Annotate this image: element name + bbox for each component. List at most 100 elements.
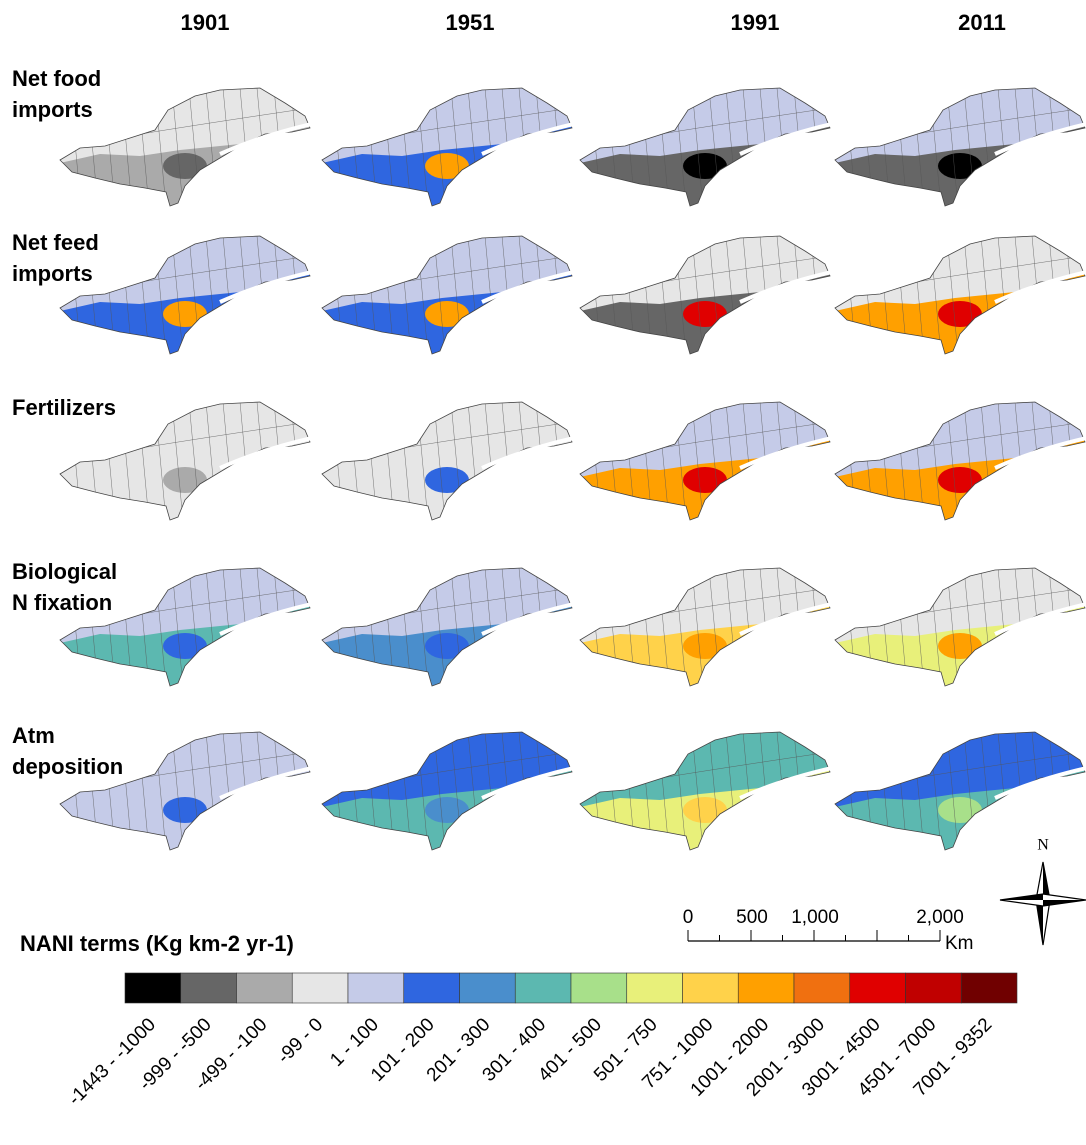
legend-swatch	[237, 973, 293, 1003]
map-regions	[580, 732, 830, 862]
core-region	[938, 797, 982, 823]
scale-label: 1,000	[791, 907, 839, 928]
map-regions	[580, 568, 830, 698]
core-region	[683, 153, 727, 179]
legend-swatch	[906, 973, 962, 1003]
core-region	[163, 153, 207, 179]
core-region	[938, 467, 982, 493]
map	[835, 88, 1086, 218]
sub-basin	[1066, 402, 1078, 532]
column-header: 2011	[958, 10, 1006, 35]
row-label: Net food	[12, 66, 101, 91]
map-regions	[322, 732, 572, 862]
legend-label: -99 - 0	[274, 1014, 328, 1068]
column-header: 1991	[731, 10, 780, 35]
core-region	[938, 301, 982, 327]
map	[322, 236, 574, 366]
legend-swatch	[794, 973, 850, 1003]
core-region	[163, 467, 207, 493]
map	[60, 568, 312, 698]
sub-basin	[1066, 88, 1078, 218]
sub-basin	[291, 732, 303, 862]
map	[835, 568, 1086, 698]
core-region	[163, 301, 207, 327]
core-region	[938, 153, 982, 179]
map	[580, 402, 832, 532]
sub-basin	[1066, 732, 1078, 862]
legend-swatch	[292, 973, 348, 1003]
map-regions	[580, 88, 830, 218]
map	[322, 402, 574, 532]
sub-basin	[291, 236, 303, 366]
row-label: deposition	[12, 754, 123, 779]
map	[322, 88, 574, 218]
map	[835, 236, 1086, 366]
map	[580, 732, 832, 862]
sub-basin	[1066, 236, 1078, 366]
sub-basin	[291, 568, 303, 698]
north-arrow	[1000, 862, 1086, 945]
row-label: Net feed	[12, 230, 99, 255]
legend-title: NANI terms (Kg km-2 yr-1)	[20, 931, 294, 956]
legend-swatch	[460, 973, 516, 1003]
map	[60, 236, 312, 366]
map-regions	[835, 568, 1085, 698]
map	[580, 88, 832, 218]
core-region	[938, 633, 982, 659]
map	[60, 88, 312, 218]
column-header: 1901	[181, 10, 230, 35]
legend-swatch	[850, 973, 906, 1003]
legend-swatch	[515, 973, 571, 1003]
core-region	[683, 633, 727, 659]
map	[835, 402, 1086, 532]
legend-swatch	[181, 973, 237, 1003]
figure: NANI terms (Kg km-2 yr-1) N 1901 1951 1991…	[0, 0, 1086, 1145]
column-header: 1951	[446, 10, 495, 35]
map	[322, 732, 574, 862]
core-region	[163, 633, 207, 659]
legend-swatch	[404, 973, 460, 1003]
north-label: N	[1037, 837, 1049, 854]
map-regions	[835, 402, 1085, 532]
sub-basin	[811, 402, 823, 532]
sub-basin	[553, 568, 565, 698]
sub-basin	[291, 402, 303, 532]
map-regions	[835, 236, 1085, 366]
map-regions	[835, 88, 1085, 218]
sub-basin	[811, 732, 823, 862]
row-label: Fertilizers	[12, 395, 116, 420]
map-regions	[60, 88, 310, 218]
map-regions	[322, 236, 572, 366]
core-region	[683, 301, 727, 327]
scale-label: 500	[736, 907, 768, 928]
sub-basin	[811, 568, 823, 698]
sub-basin	[811, 236, 823, 366]
legend-swatch	[571, 973, 627, 1003]
legend-swatch	[348, 973, 404, 1003]
scale-label: 0	[683, 907, 694, 928]
row-label: imports	[12, 261, 93, 286]
sub-basin	[553, 88, 565, 218]
core-region	[425, 633, 469, 659]
row-label: Atm	[12, 723, 55, 748]
map-regions	[60, 568, 310, 698]
map	[580, 568, 832, 698]
sub-basin	[553, 732, 565, 862]
map	[580, 236, 832, 366]
map-regions	[322, 402, 572, 532]
sub-basin	[1066, 568, 1078, 698]
scale-unit: Km	[945, 933, 974, 954]
sub-basin	[291, 88, 303, 218]
map-regions	[322, 568, 572, 698]
core-region	[163, 797, 207, 823]
core-region	[425, 153, 469, 179]
map-regions	[60, 732, 310, 862]
legend-swatch	[683, 973, 739, 1003]
scale-label: 2,000	[916, 907, 964, 928]
row-label: Biological	[12, 559, 117, 584]
legend-label: -1443 - -1000	[64, 1014, 160, 1110]
legend-swatch	[627, 973, 683, 1003]
core-region	[425, 467, 469, 493]
sub-basin	[811, 88, 823, 218]
map-regions	[322, 88, 572, 218]
